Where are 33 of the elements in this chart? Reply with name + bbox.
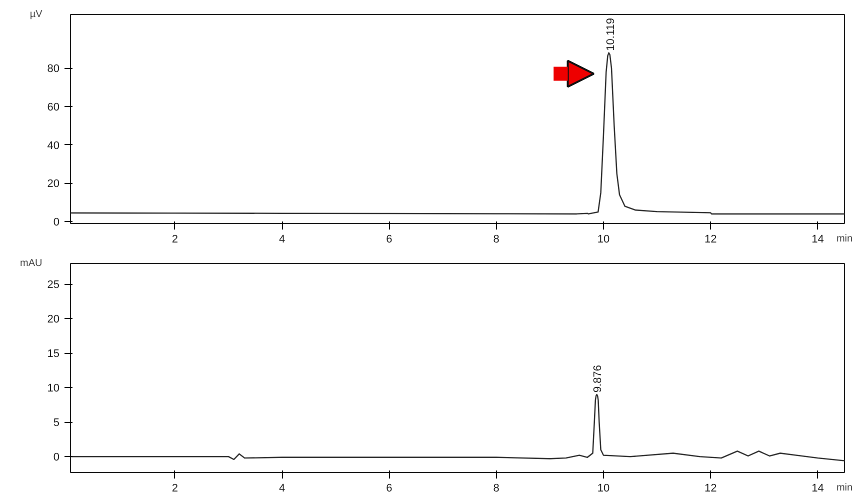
line-series xyxy=(70,52,844,215)
y-tick-label: 25 xyxy=(47,279,60,292)
y-axis-title: µV xyxy=(30,9,43,20)
x-axis-title: min xyxy=(836,234,853,244)
y-tick-label: 0 xyxy=(53,216,60,229)
x-tick-label: 6 xyxy=(386,482,392,494)
y-tick-label: 80 xyxy=(47,63,60,76)
x-tick-label: 2 xyxy=(172,234,178,246)
x-tick-label: 6 xyxy=(386,234,392,246)
x-tick-label: 4 xyxy=(279,234,286,246)
y-tick-label: 40 xyxy=(47,140,60,152)
x-tick-label: 8 xyxy=(493,482,500,494)
y-tick-label: 15 xyxy=(47,348,60,360)
x-tick-label: 10 xyxy=(597,234,610,246)
y-tick-label: 5 xyxy=(53,417,60,430)
x-tick-label: 12 xyxy=(704,482,717,494)
x-tick-label: 14 xyxy=(812,234,824,246)
annotation: 9.876 xyxy=(592,365,604,393)
y-axis-title: mAU xyxy=(20,258,42,269)
y-tick-label: 0 xyxy=(53,452,60,464)
x-tick-label: 12 xyxy=(704,234,717,246)
y-tick-label: 20 xyxy=(47,314,60,326)
x-axis-title: min xyxy=(836,482,853,494)
x-tick-label: 2 xyxy=(172,482,178,494)
y-tick-label: 60 xyxy=(47,102,60,114)
annotation: 10.119 xyxy=(604,18,617,51)
x-tick-label: 8 xyxy=(493,234,500,246)
line-series xyxy=(70,394,844,462)
x-tick-label: 10 xyxy=(597,482,610,494)
y-tick-label: 10 xyxy=(47,382,60,395)
x-tick-label: 14 xyxy=(812,482,824,494)
y-tick-label: 20 xyxy=(47,178,60,190)
x-tick-label: 4 xyxy=(279,482,286,494)
